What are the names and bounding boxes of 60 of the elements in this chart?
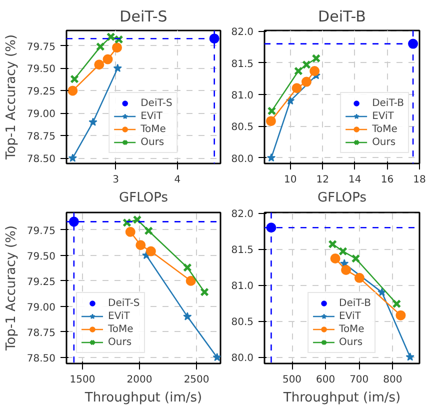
x-tick-label: 3: [112, 174, 119, 186]
x-tick-label: 4: [174, 174, 181, 186]
x-axis-title: GFLOPs: [119, 190, 168, 206]
x-axis-title: Throughput (im/s): [84, 390, 202, 406]
legend-label: ToMe: [108, 323, 134, 335]
legend-label: Ours: [108, 336, 132, 348]
y-tick-label: 79.50: [26, 64, 56, 76]
legend-label: DeiT-B: [339, 297, 371, 309]
y-tick-label: 79.75: [26, 226, 56, 237]
y-tick-label: 80.0: [231, 353, 254, 364]
x-tick-label: 700: [350, 374, 369, 386]
legend-label: DeiT-S: [140, 97, 172, 109]
y-axis-title: Top-1 Accuracy (%): [4, 34, 19, 161]
legend-label: EViT: [372, 110, 394, 122]
y-axis-title: Top-1 Accuracy (%): [4, 225, 19, 352]
x-tick-label: 10: [284, 174, 297, 186]
x-tick-label: 600: [316, 374, 336, 386]
legend-label: Ours: [140, 136, 164, 148]
y-tick-label: 80.5: [231, 122, 254, 134]
y-tick-label: 81.0: [231, 90, 254, 102]
legend-label: Ours: [372, 136, 396, 148]
y-tick-label: 81.0: [231, 281, 254, 292]
x-tick-label: 18: [413, 174, 426, 186]
y-tick-label: 78.75: [26, 132, 56, 143]
legend-label: EViT: [108, 310, 130, 322]
y-tick-label: 78.75: [26, 328, 56, 339]
legend-label: EViT: [140, 110, 162, 122]
x-tick-label: 2000: [126, 374, 152, 386]
legend-label: EViT: [339, 310, 361, 322]
y-tick-label: 78.50: [26, 154, 56, 166]
legend-label: ToMe: [140, 123, 166, 135]
y-tick-label: 79.00: [26, 109, 56, 120]
chart-title: DeiT-B: [318, 8, 366, 26]
y-tick-label: 79.25: [26, 276, 56, 288]
y-tick-label: 79.50: [26, 251, 56, 262]
y-tick-label: 82.0: [231, 27, 254, 38]
x-tick-label: 16: [380, 174, 394, 186]
x-tick-label: 500: [282, 374, 302, 386]
legend-label: DeiT-B: [372, 97, 404, 109]
y-tick-label: 79.75: [26, 42, 56, 53]
legend-label: Ours: [339, 336, 363, 348]
y-tick-label: 80.5: [231, 317, 254, 328]
y-tick-label: 80.0: [231, 154, 254, 165]
legend-label: ToMe: [339, 323, 364, 335]
y-tick-label: 79.00: [26, 302, 56, 314]
y-tick-label: 82.0: [231, 209, 254, 220]
chart-title: DeiT-S: [120, 8, 168, 26]
y-tick-label: 78.50: [26, 353, 56, 364]
y-tick-label: 79.25: [26, 86, 56, 98]
x-axis-title: GFLOPs: [318, 190, 367, 206]
y-tick-label: 81.5: [231, 245, 254, 256]
x-tick-label: 14: [348, 174, 362, 186]
y-tick-label: 81.5: [231, 58, 254, 70]
x-tick-label: 800: [383, 374, 402, 386]
legend-label: DeiT-S: [108, 297, 140, 309]
x-tick-label: 12: [316, 174, 329, 186]
x-tick-label: 2500: [184, 374, 210, 386]
legend-label: ToMe: [372, 123, 398, 135]
x-axis-title: Throughput (im/s): [282, 390, 401, 406]
x-tick-label: 1500: [70, 374, 96, 386]
